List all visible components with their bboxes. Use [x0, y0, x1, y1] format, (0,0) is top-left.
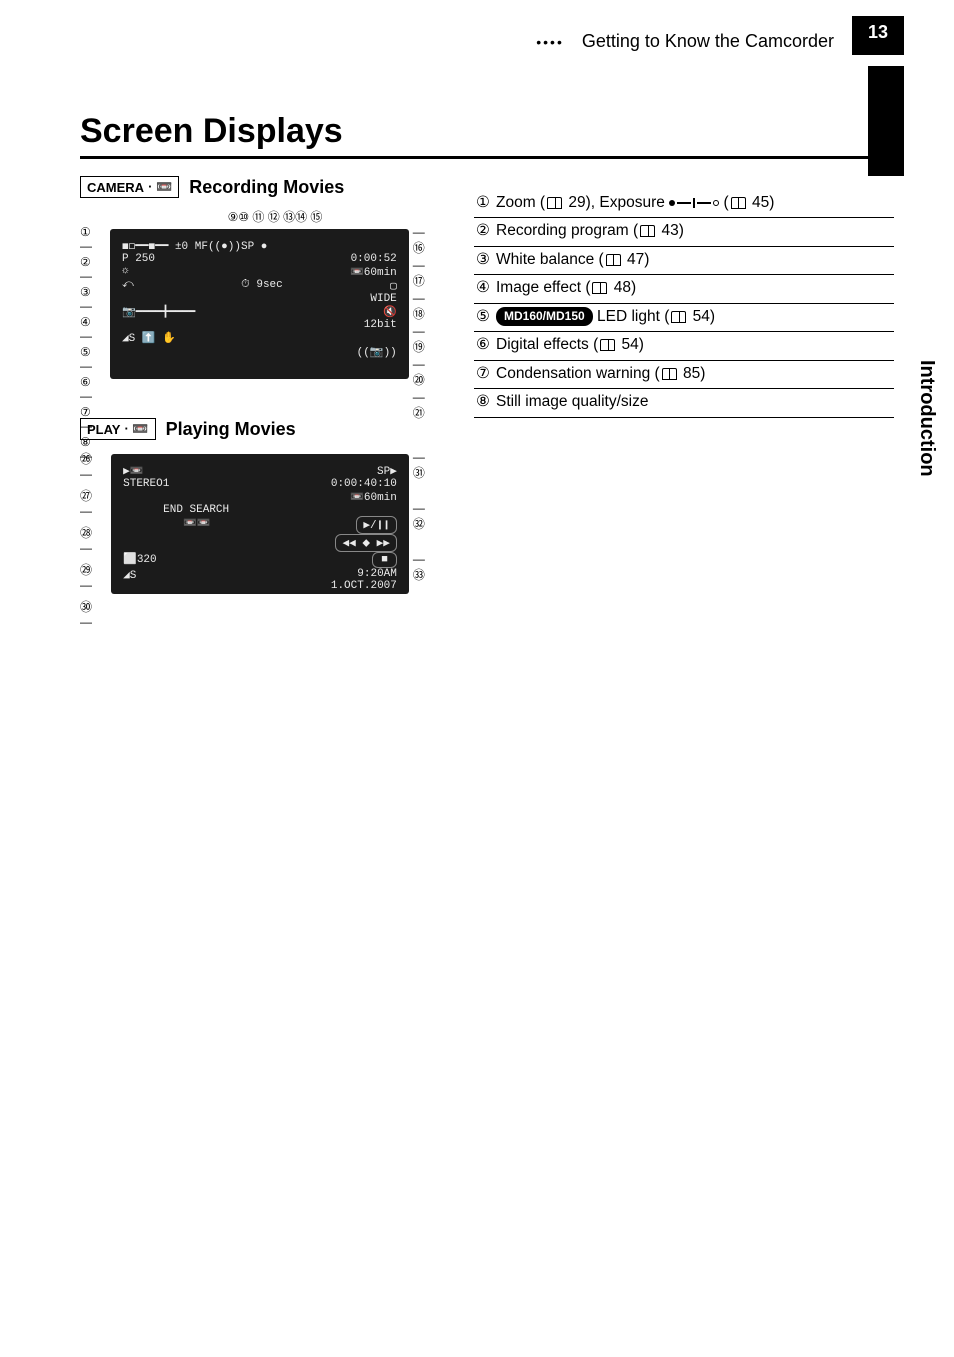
legend-text: Zoom ( [496, 194, 545, 211]
play-screen-diagram: ㉖ —㉗ —㉘ —㉙ —㉚ — ▶📼 SP▶ STEREO1 0:00:40:1… [80, 450, 440, 620]
legend-number: ③ [474, 249, 492, 271]
callout-number: — ㉑ [413, 390, 440, 421]
legend-text: Digital effects ( [496, 336, 598, 353]
legend-text: 29), Exposure [564, 194, 669, 211]
legend-main: Condensation warning ( 85) [496, 363, 705, 385]
callout-number: ⑤ — [80, 345, 106, 373]
legend-number: ② [474, 220, 492, 242]
side-section-label: Introduction [915, 360, 938, 477]
callout-number: ② — [80, 255, 106, 283]
legend-number: ① [474, 192, 492, 214]
manual-ref-icon [731, 197, 746, 209]
record-right-callouts: — ⑯— ⑰— ⑱— ⑲— ⑳— ㉑ [413, 225, 440, 421]
callout-number: — ⑯ [413, 225, 440, 256]
callout-number: ⑦ — [80, 405, 106, 433]
legend-number: ⑥ [474, 334, 492, 356]
header-section: Getting to Know the Camcorder [582, 31, 834, 52]
legend-main: MD160/MD150 LED light ( 54) [496, 306, 715, 328]
legend-text: Condensation warning ( [496, 365, 660, 382]
callout-number: ㉙ — [80, 561, 107, 592]
record-screen: ◼◻━━◼━━ ±0 MF((●))SP ● P 250 0:00:52 ☼📼6… [110, 229, 409, 379]
legend-text: 85) [679, 365, 706, 382]
callout-number: — ⑱ [413, 291, 440, 322]
callout-number: — ⑳ [413, 357, 440, 388]
callout-number: ⑥ — [80, 375, 106, 403]
legend-text: Image effect ( [496, 279, 590, 296]
manual-ref-icon [662, 368, 677, 380]
legend-number: ⑦ [474, 363, 492, 385]
legend-main: Recording program ( 43) [496, 220, 684, 242]
exposure-indicator-icon [669, 198, 719, 208]
page-header: •••• Getting to Know the Camcorder 13 [536, 28, 904, 55]
legend-item: ⑥Digital effects ( 54) [474, 332, 894, 360]
legend-item: ③White balance ( 47) [474, 247, 894, 275]
callout-number: ㉚ — [80, 598, 107, 629]
manual-ref-icon [640, 225, 655, 237]
legend-item: ⑧Still image quality/size [474, 389, 894, 417]
legend-text: LED light ( [593, 308, 670, 325]
legend-item: ⑦Condensation warning ( 85) [474, 361, 894, 389]
camera-mode-row: CAMERA · 📼 Recording Movies [80, 176, 460, 198]
callout-number: ㉘ — [80, 524, 107, 555]
legend-number: ④ [474, 277, 492, 299]
header-dots: •••• [536, 34, 564, 50]
page-title: Screen Displays [80, 112, 343, 151]
legend-item: ④Image effect ( 48) [474, 275, 894, 303]
side-tab [868, 66, 904, 176]
model-badge: MD160/MD150 [496, 307, 593, 326]
legend-text: 48) [609, 279, 636, 296]
camera-mode-label: CAMERA [87, 180, 144, 195]
legend-main: Still image quality/size [496, 391, 648, 413]
callout-number: — ⑲ [413, 324, 440, 355]
legend-main: Image effect ( 48) [496, 277, 636, 299]
title-rule [80, 156, 872, 159]
manual-ref-icon [547, 197, 562, 209]
callout-number: — ㉜ [413, 501, 440, 532]
legend-text: 45) [748, 194, 775, 211]
legend-text: Still image quality/size [496, 393, 648, 410]
manual-ref-icon [671, 311, 686, 323]
left-column: CAMERA · 📼 Recording Movies ⑨⑩ ⑪ ⑫ ⑬⑭ ⑮ … [80, 176, 460, 620]
legend-item: ②Recording program ( 43) [474, 218, 894, 246]
play-right-callouts: — ㉛ — ㉜ — ㉝ [413, 450, 440, 583]
legend-text: 43) [657, 222, 684, 239]
callout-number: ㉗ — [80, 487, 107, 518]
record-screen-diagram: ⑨⑩ ⑪ ⑫ ⑬⑭ ⑮ ① —② —③ —④ —⑤ —⑥ —⑦ —⑧ — ◼◻━… [80, 208, 440, 398]
manual-ref-icon [600, 339, 615, 351]
legend-main: White balance ( 47) [496, 249, 649, 271]
recording-heading: Recording Movies [189, 177, 344, 198]
record-left-callouts: ① —② —③ —④ —⑤ —⑥ —⑦ —⑧ — [80, 225, 106, 463]
callout-number: — ⑰ [413, 258, 440, 289]
tape-icon: · 📼 [148, 179, 172, 195]
legend-number: ⑧ [474, 391, 492, 413]
callout-number: ④ — [80, 315, 106, 343]
callout-number: ㉖ — [80, 450, 107, 481]
legend-main: Zoom ( 29), Exposure ( 45) [496, 192, 774, 214]
manual-ref-icon [606, 254, 621, 266]
legend-number: ⑤ [474, 306, 492, 328]
record-top-callouts: ⑨⑩ ⑪ ⑫ ⑬⑭ ⑮ [110, 208, 440, 225]
callout-number: ① — [80, 225, 106, 253]
play-left-callouts: ㉖ — ㉗ — ㉘ — ㉙ — ㉚ — [80, 450, 107, 629]
legend-text: 54) [617, 336, 644, 353]
legend-main: Digital effects ( 54) [496, 334, 644, 356]
callout-number: — ㉛ [413, 450, 440, 481]
callout-number: ③ — [80, 285, 106, 313]
legend-text: 54) [688, 308, 715, 325]
callout-number: — ㉝ [413, 552, 440, 583]
play-screen: ▶📼 SP▶ STEREO1 0:00:40:10 📼60min END SEA… [111, 454, 409, 594]
legend-text: White balance ( [496, 251, 604, 268]
legend-text: Recording program ( [496, 222, 638, 239]
manual-ref-icon [592, 282, 607, 294]
page-number: 13 [852, 16, 904, 55]
camera-mode-badge: CAMERA · 📼 [80, 176, 179, 198]
legend-list: ①Zoom ( 29), Exposure ( 45)②Recording pr… [474, 190, 894, 418]
legend-text: 47) [623, 251, 650, 268]
legend-item: ⑤MD160/MD150 LED light ( 54) [474, 304, 894, 332]
legend-item: ①Zoom ( 29), Exposure ( 45) [474, 190, 894, 218]
legend-text: ( [719, 194, 728, 211]
